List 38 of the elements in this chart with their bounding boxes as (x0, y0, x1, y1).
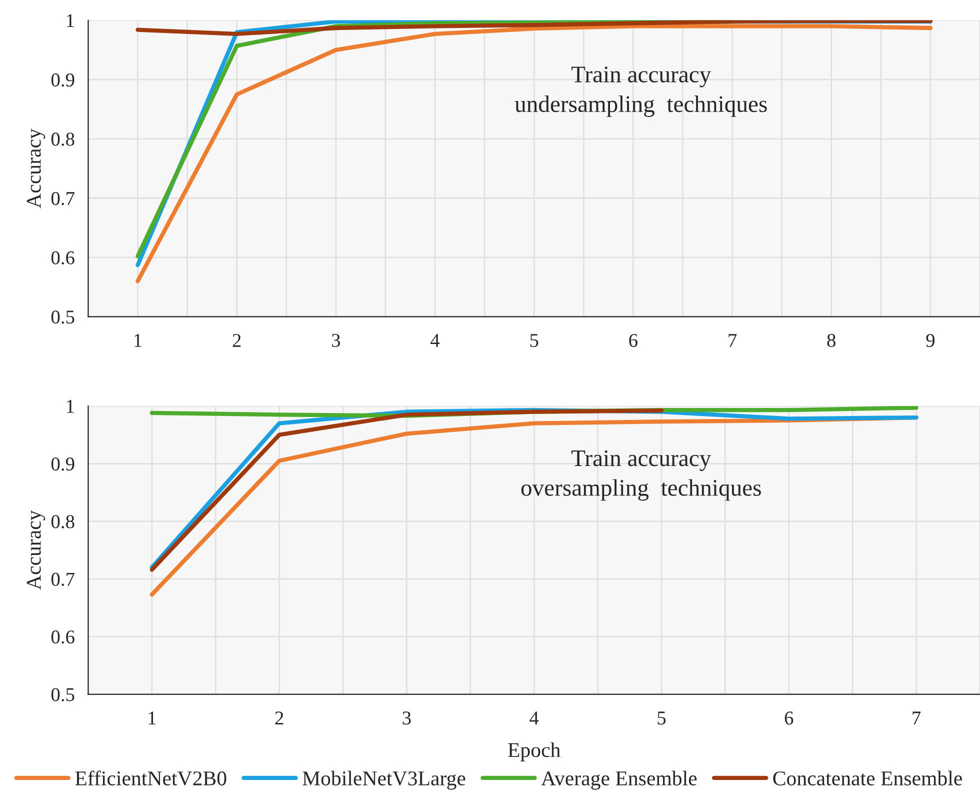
y-tick-label: 0.8 (51, 132, 74, 146)
x-axis-title: Epoch (508, 742, 560, 762)
y-axis-title: Accuracy (26, 510, 46, 590)
x-tick-label: 5 (530, 334, 538, 348)
x-tick-label: 6 (784, 712, 794, 725)
x-tick-label: 1 (134, 334, 142, 347)
annotation: Train accuracy oversampling techniques (521, 450, 761, 501)
legend-label: MobileNetV3Large (302, 770, 466, 790)
y-tick-label: 1 (66, 400, 74, 413)
x-tick-label: 3 (402, 712, 411, 725)
x-tick-label: 7 (912, 712, 921, 724)
x-tick-label: 7 (728, 334, 737, 347)
x-tick-label: 2 (232, 334, 241, 347)
y-tick-label: 0.9 (51, 457, 74, 471)
y-tick-label: 0.6 (51, 630, 74, 644)
y-tick-label: 0.6 (51, 251, 74, 264)
x-tick-label: 1 (148, 712, 156, 724)
legend-label: Average Ensemble (541, 770, 697, 790)
x-tick-label: 3 (332, 334, 340, 348)
x-tick-label: 8 (827, 334, 836, 348)
x-tick-label: 9 (926, 334, 935, 348)
y-tick-label: 0.7 (51, 572, 74, 586)
y-tick-label: 1 (66, 14, 74, 28)
y-tick-label: 0.7 (51, 192, 74, 206)
x-tick-label: 4 (530, 712, 539, 724)
x-tick-label: 5 (658, 712, 666, 725)
y-tick-label: 0.9 (51, 73, 74, 87)
x-tick-label: 2 (275, 712, 284, 724)
y-axis-title: Accuracy (26, 128, 46, 208)
y-tick-label: 0.5 (51, 688, 74, 702)
legend-label: Concatenate Ensemble (773, 770, 962, 786)
y-tick-label: 0.8 (51, 515, 74, 528)
x-tick-label: 6 (629, 334, 638, 348)
legend-label: EfficientNetV2B0 (75, 770, 226, 786)
annotation: Train accuracy undersampling techniques (514, 66, 767, 117)
y-tick-label: 0.5 (51, 310, 74, 324)
line-series (136, 20, 933, 36)
x-tick-label: 4 (430, 334, 440, 347)
